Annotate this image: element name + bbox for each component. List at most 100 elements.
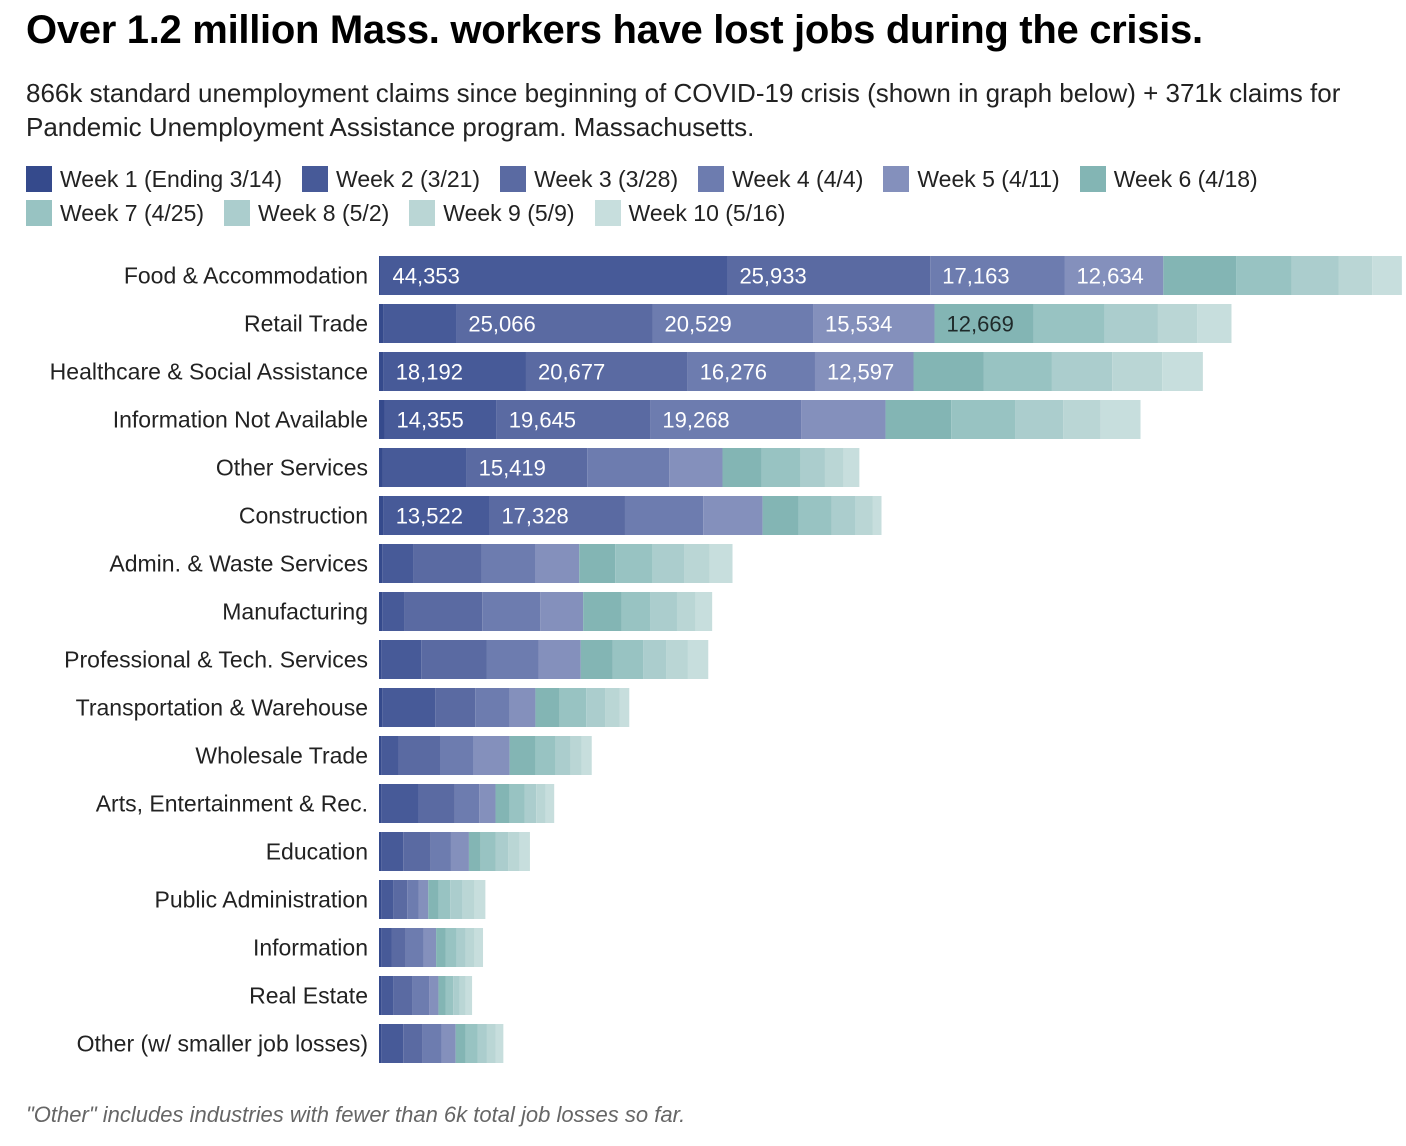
bar-segment [1064,256,1164,295]
bar-segment [621,592,651,631]
bar-segment [1051,352,1113,391]
bar-segment [468,832,481,871]
legend-label: Week 7 (4/25) [60,200,205,226]
bar-segment [456,928,466,967]
bar-segment [983,352,1052,391]
bar-segment [462,880,475,919]
bar-segment [496,400,651,439]
category-label: Professional & Tech. Services [64,647,368,673]
category-label: Other Services [216,455,368,481]
legend-swatch [594,200,621,226]
bar-segment [586,688,606,727]
data-label: 12,634 [1077,264,1144,289]
data-label: 13,522 [396,504,463,529]
bar-segment [709,544,733,583]
bar-segment [486,1024,496,1063]
bar-segment [800,448,825,487]
bar-segment [379,736,382,775]
bar-segment [872,496,882,535]
legend-swatch [26,200,52,226]
legend-label: Week 4 (4/4) [732,166,864,192]
legend-item: Week 4 (4/4) [698,166,863,192]
bar-segment [383,304,457,343]
bar-segment [379,352,384,391]
bar-segment [535,736,556,775]
bar-segment [422,1024,442,1063]
legend-label: Week 5 (4/11) [917,166,1060,192]
bar-segment [453,976,460,1015]
bar-segment [474,928,484,967]
bar-segment [934,304,1034,343]
bar-segment [423,928,437,967]
bar-segment [379,1024,382,1063]
bar-segment [666,640,688,679]
bar-segment [379,976,382,1015]
bar-segment [801,400,886,439]
bar-segment [1100,400,1141,439]
bar-segment [555,736,571,775]
bar-segment [455,1024,466,1063]
bar-segment [430,832,451,871]
bar-segment [535,544,580,583]
bar-segment [525,352,688,391]
legend-swatch [500,166,527,192]
bar-segment [495,784,510,823]
bar-segment [380,256,728,295]
data-label: 20,677 [538,360,605,385]
bar-segment [722,448,762,487]
bar-segment [1104,304,1158,343]
bar-segment [509,688,536,727]
bar-segment [445,976,454,1015]
bar-segment [379,880,382,919]
data-label: 15,419 [479,456,546,481]
bar-segment [762,496,799,535]
bar-segment [540,592,584,631]
bar-segment [1162,352,1203,391]
bar-segment [473,736,510,775]
data-label: 20,529 [664,312,731,337]
bar-segment [1015,400,1064,439]
bar-segment [695,592,713,631]
bar-segment [435,688,476,727]
legend-label: Week 2 (3/21) [336,166,481,192]
bar-segment [650,592,677,631]
bar-segment [1157,304,1198,343]
category-label: Information [253,935,368,961]
bar-segment [382,688,436,727]
bar-segment [412,976,430,1015]
bar-segment [581,736,592,775]
category-label: Food & Accommodation [124,263,368,289]
category-label: Real Estate [249,983,368,1009]
legend-swatch [302,166,329,192]
bar-segment [379,304,384,343]
bar-segment [580,640,613,679]
category-label: Transportation & Warehouse [76,695,368,721]
bar-segment [1033,304,1105,343]
bar-segment [454,784,480,823]
bar-segment [495,832,509,871]
category-label: Public Administration [155,887,369,913]
bar-segment [643,640,667,679]
category-label: Wholesale Trade [195,743,368,769]
bar-segment [379,544,383,583]
bar-segment [381,928,392,967]
bar-segment [450,832,469,871]
data-label: 16,276 [700,360,767,385]
bar-segment [650,400,802,439]
bar-segment [379,784,382,823]
bar-segment [676,592,696,631]
bar-segment [456,304,653,343]
bar-segment [913,352,984,391]
bar-segment [403,1024,423,1063]
data-label: 25,933 [739,264,806,289]
bar-segment [489,496,625,535]
bar-segment [798,496,832,535]
bar-segment [436,928,446,967]
bar-segment [379,592,383,631]
bar-segment [445,928,457,967]
bar-segment [624,496,704,535]
bar-segment [441,1024,456,1063]
data-label: 14,355 [396,408,463,433]
bar-segment [1112,352,1163,391]
bar-segment [465,1024,478,1063]
